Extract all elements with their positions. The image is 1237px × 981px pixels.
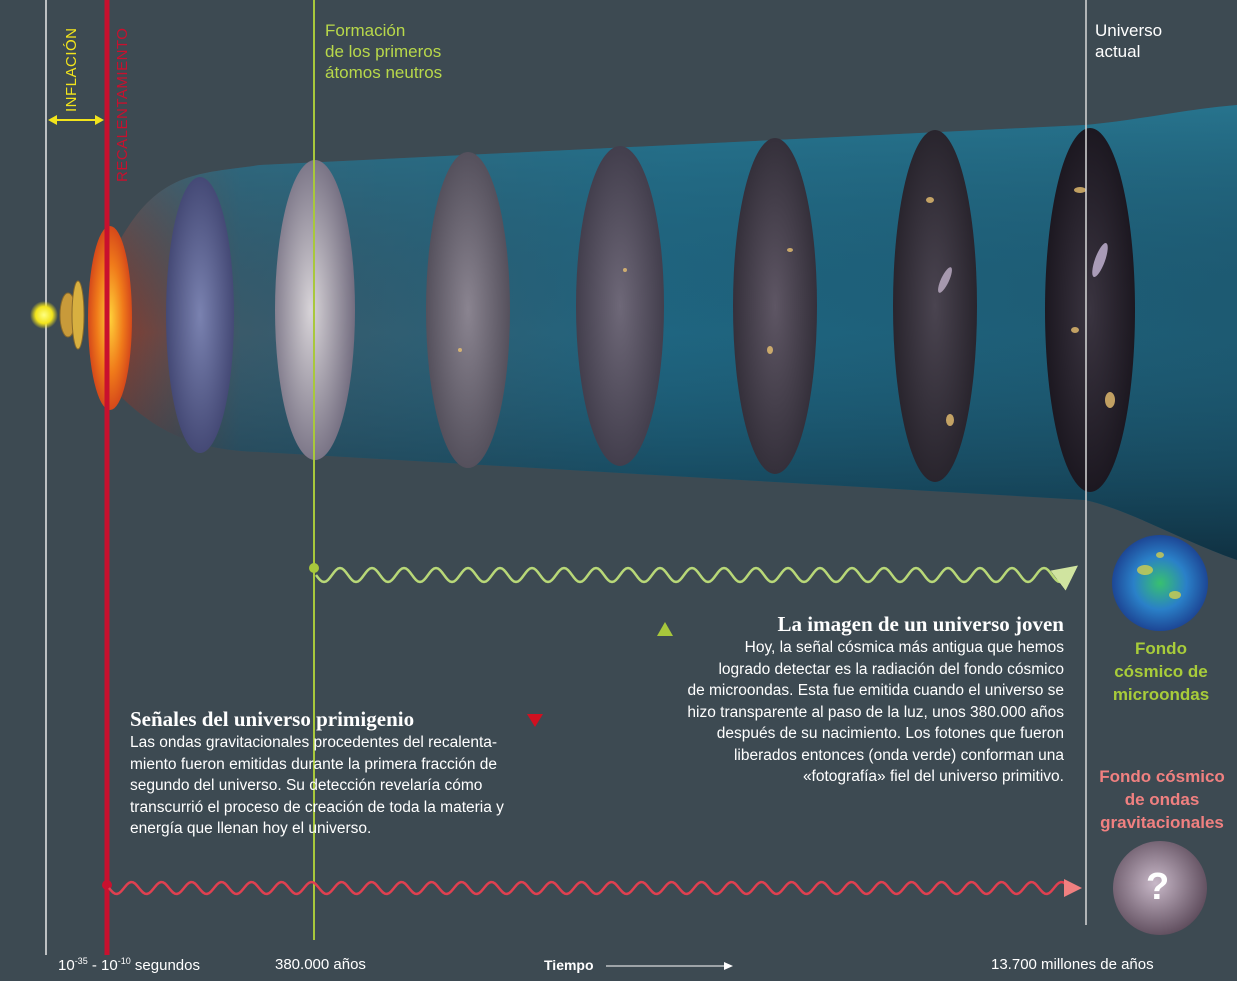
time-arrow — [606, 962, 733, 970]
inflation-arrow — [48, 115, 104, 125]
universe-disk-7 — [1045, 128, 1135, 492]
gravitational-wave — [108, 880, 1066, 896]
gw-sphere — [1113, 841, 1207, 935]
universe-disk-6 — [893, 130, 977, 482]
unknown-question-mark: ? — [1146, 866, 1170, 908]
cmb-text-block: La imagen de un universo joven Hoy, la s… — [624, 612, 1064, 788]
inflation-label: INFLACIÓN — [63, 27, 80, 112]
cmb-side-label: Fondo cósmico de microondas — [1112, 639, 1210, 704]
green-triangle-icon — [657, 622, 673, 636]
gw-side-label: Fondo cósmico de ondas gravitacionales — [1099, 767, 1225, 832]
reheating-label: RECALENTAMIENTO — [114, 27, 131, 182]
universe-disk-1 — [166, 177, 234, 453]
universe-disk-4 — [576, 146, 664, 466]
universe-disk-3 — [426, 152, 510, 468]
gw-body: Las ondas gravitacionales procedentes de… — [130, 734, 504, 837]
gw-text-block: Señales del universo primigenio Las onda… — [130, 707, 570, 840]
cmb-body: Hoy, la señal cósmica más antigua que he… — [687, 639, 1064, 785]
cmb-wave — [314, 565, 1078, 591]
reheating-disk — [88, 226, 132, 410]
red-triangle-icon — [527, 714, 543, 727]
big-bang-icon — [30, 301, 58, 329]
neutral-atoms-label: Formación de los primeros átomos neutros — [325, 21, 443, 82]
axis-label-tiempo: Tiempo — [544, 957, 594, 973]
cmb-sphere — [1112, 535, 1208, 631]
gw-title: Señales del universo primigenio — [130, 707, 415, 731]
axis-label-start: 10-35 - 10-10 segundos — [58, 956, 200, 974]
present-universe-label: Universo actual — [1095, 21, 1163, 61]
cmb-title: La imagen de un universo joven — [777, 612, 1064, 636]
axis-label-present: 13.700 millones de años — [991, 956, 1154, 973]
universe-disk-5 — [733, 138, 817, 474]
axis-label-380000: 380.000 años — [275, 956, 366, 973]
